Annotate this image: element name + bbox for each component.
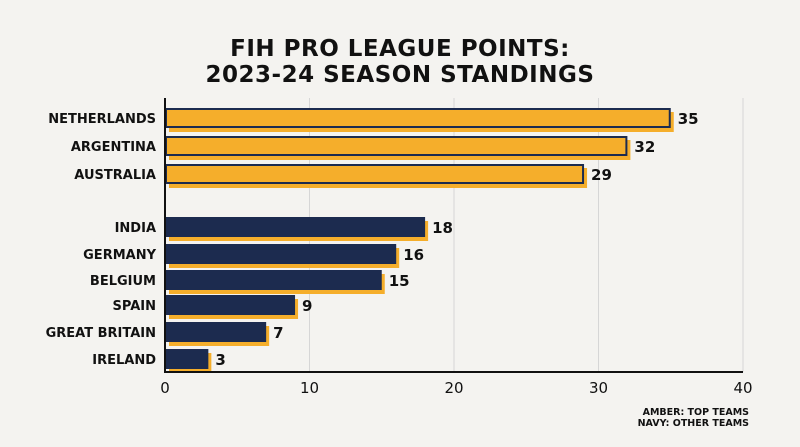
chart-title-line-1: FIH PRO LEAGUE POINTS: bbox=[230, 36, 570, 62]
category-label-0: NETHERLANDS bbox=[48, 112, 156, 127]
bar-4 bbox=[165, 244, 397, 264]
category-label-3: INDIA bbox=[115, 221, 156, 236]
bar-2 bbox=[165, 164, 585, 184]
bar-7 bbox=[165, 322, 267, 342]
value-label-6: 9 bbox=[302, 297, 312, 315]
value-label-3: 18 bbox=[432, 219, 453, 237]
value-label-5: 15 bbox=[389, 272, 410, 290]
bar-3 bbox=[165, 217, 426, 237]
bar-6 bbox=[165, 295, 296, 315]
x-tick-label-4: 40 bbox=[733, 379, 752, 397]
category-label-1: ARGENTINA bbox=[71, 140, 156, 155]
value-label-8: 3 bbox=[215, 351, 225, 369]
value-label-1: 32 bbox=[634, 138, 655, 156]
x-tick-label-2: 20 bbox=[444, 379, 463, 397]
bar-8 bbox=[165, 349, 209, 369]
x-tick-label-3: 30 bbox=[589, 379, 608, 397]
category-label-7: GREAT BRITAIN bbox=[46, 326, 156, 341]
legend-note-1: NAVY: OTHER TEAMS bbox=[638, 418, 750, 429]
category-label-4: GERMANY bbox=[83, 248, 156, 263]
category-label-2: AUSTRALIA bbox=[74, 168, 156, 183]
legend-note-0: AMBER: TOP TEAMS bbox=[643, 407, 750, 418]
x-tick-label-0: 0 bbox=[160, 379, 170, 397]
value-label-4: 16 bbox=[403, 246, 424, 264]
category-label-8: IRELAND bbox=[92, 353, 156, 368]
bar-0 bbox=[165, 108, 671, 128]
category-label-5: BELGIUM bbox=[90, 274, 156, 289]
value-label-7: 7 bbox=[273, 324, 283, 342]
chart-title-line-2: 2023-24 SEASON STANDINGS bbox=[205, 62, 595, 88]
value-label-0: 35 bbox=[678, 110, 699, 128]
bar-5 bbox=[165, 270, 382, 290]
value-label-2: 29 bbox=[591, 166, 612, 184]
x-tick-label-1: 10 bbox=[300, 379, 319, 397]
bar-1 bbox=[165, 136, 628, 156]
category-label-6: SPAIN bbox=[113, 299, 156, 314]
